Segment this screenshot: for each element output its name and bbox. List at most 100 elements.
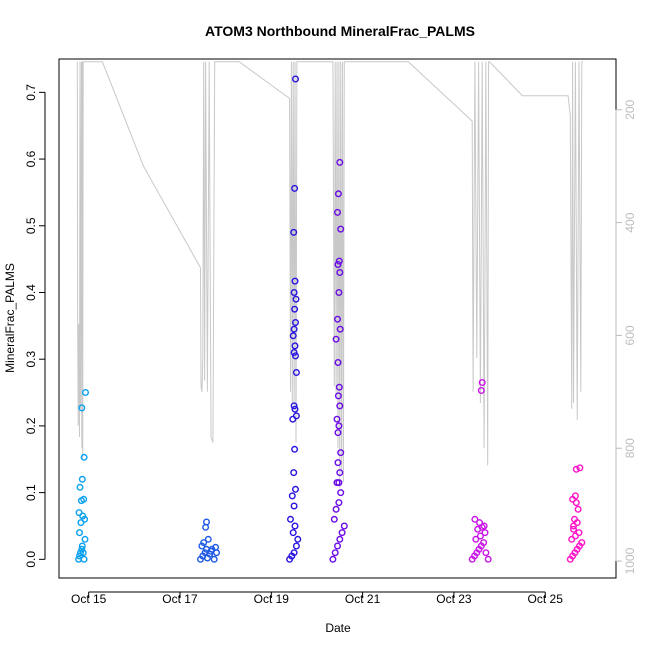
data-point bbox=[79, 549, 87, 557]
data-point bbox=[202, 518, 210, 526]
data-point bbox=[334, 429, 342, 437]
data-point bbox=[335, 499, 343, 507]
y2-tick-label: 800 bbox=[623, 438, 637, 458]
data-point bbox=[484, 555, 492, 563]
data-point bbox=[335, 289, 343, 297]
data-point bbox=[288, 492, 296, 500]
y-tick-label: 0.6 bbox=[24, 150, 38, 167]
data-point bbox=[290, 349, 298, 357]
data-point bbox=[292, 319, 300, 327]
series-2 bbox=[286, 75, 302, 563]
data-point bbox=[570, 522, 578, 530]
data-point bbox=[334, 392, 342, 400]
data-point bbox=[291, 445, 299, 453]
data-point bbox=[81, 515, 89, 523]
data-point bbox=[292, 295, 300, 303]
data-point bbox=[81, 389, 89, 397]
x-tick-label: Oct 21 bbox=[345, 592, 381, 606]
data-point bbox=[198, 542, 206, 550]
data-point bbox=[570, 525, 578, 533]
data-point bbox=[75, 529, 83, 537]
data-point bbox=[80, 453, 88, 461]
data-point bbox=[471, 515, 479, 523]
data-point bbox=[330, 515, 338, 523]
data-point bbox=[575, 529, 583, 537]
x-tick-label: Oct 19 bbox=[254, 592, 290, 606]
data-point bbox=[480, 539, 488, 547]
data-point bbox=[482, 549, 490, 557]
y2-tick-label: 200 bbox=[623, 99, 637, 119]
data-point bbox=[78, 545, 86, 553]
data-point bbox=[336, 269, 344, 277]
data-point bbox=[291, 184, 299, 192]
data-point bbox=[200, 539, 208, 547]
data-point bbox=[291, 405, 299, 413]
x-tick-label: Oct 15 bbox=[71, 592, 107, 606]
data-point bbox=[329, 555, 337, 563]
y-tick-label: 0.2 bbox=[24, 417, 38, 434]
series-3 bbox=[329, 158, 348, 563]
x-tick-label: Oct 17 bbox=[162, 592, 198, 606]
data-point bbox=[292, 75, 300, 83]
data-point bbox=[212, 543, 220, 551]
data-point bbox=[338, 529, 346, 537]
data-point bbox=[334, 190, 342, 198]
data-point bbox=[210, 555, 218, 563]
x-tick-label: Oct 25 bbox=[528, 592, 564, 606]
series-4 bbox=[468, 379, 492, 563]
data-point bbox=[335, 383, 343, 391]
scatter-points-layer bbox=[75, 75, 586, 563]
data-point bbox=[78, 475, 86, 483]
data-point bbox=[294, 535, 302, 543]
altitude-line bbox=[76, 61, 583, 488]
x-tick-label: Oct 23 bbox=[436, 592, 472, 606]
data-point bbox=[477, 387, 485, 395]
data-point bbox=[75, 509, 83, 517]
data-point bbox=[291, 305, 299, 313]
data-point bbox=[336, 535, 344, 543]
data-point bbox=[207, 547, 215, 555]
data-point bbox=[287, 515, 295, 523]
data-point bbox=[80, 555, 88, 563]
data-point bbox=[76, 483, 84, 491]
data-point bbox=[291, 522, 299, 530]
data-point bbox=[81, 535, 89, 543]
data-point bbox=[572, 499, 580, 507]
data-point bbox=[332, 335, 340, 343]
data-point bbox=[571, 515, 579, 523]
data-point bbox=[576, 464, 584, 472]
data-point bbox=[336, 158, 344, 166]
data-point bbox=[292, 542, 300, 550]
data-point bbox=[204, 535, 212, 543]
series-0 bbox=[75, 389, 89, 563]
y2-tick-label: 1000 bbox=[623, 547, 637, 574]
data-point bbox=[335, 422, 343, 430]
chart-title: ATOM3 Northbound MineralFrac_PALMS bbox=[205, 23, 475, 39]
y-tick-label: 0.7 bbox=[24, 84, 38, 101]
data-point bbox=[335, 257, 343, 265]
axes-layer: 0.0 0.1 0.2 0.3 0.4 0.5 0.6 0.7 Oct 15 Oct 17 Oct … bbox=[24, 58, 637, 606]
data-point bbox=[290, 228, 298, 236]
data-point bbox=[289, 529, 297, 537]
data-point bbox=[334, 261, 342, 269]
y-axis-label: MineralFrac_PALMS bbox=[3, 263, 17, 373]
data-point bbox=[80, 495, 88, 503]
data-point bbox=[478, 379, 486, 387]
x-axis-label: Date bbox=[325, 621, 351, 635]
data-point bbox=[334, 459, 342, 467]
series-1 bbox=[196, 518, 220, 563]
data-point bbox=[574, 505, 582, 513]
y-tick-label: 0.3 bbox=[24, 351, 38, 368]
data-point bbox=[480, 522, 488, 530]
data-point bbox=[292, 485, 300, 493]
y2-tick-label: 600 bbox=[623, 325, 637, 345]
data-point bbox=[336, 469, 344, 477]
y2-tick-label: 400 bbox=[623, 212, 637, 232]
data-point bbox=[336, 325, 344, 333]
data-point bbox=[571, 492, 579, 500]
data-point bbox=[290, 502, 298, 510]
data-point bbox=[332, 505, 340, 513]
data-point bbox=[290, 549, 298, 557]
